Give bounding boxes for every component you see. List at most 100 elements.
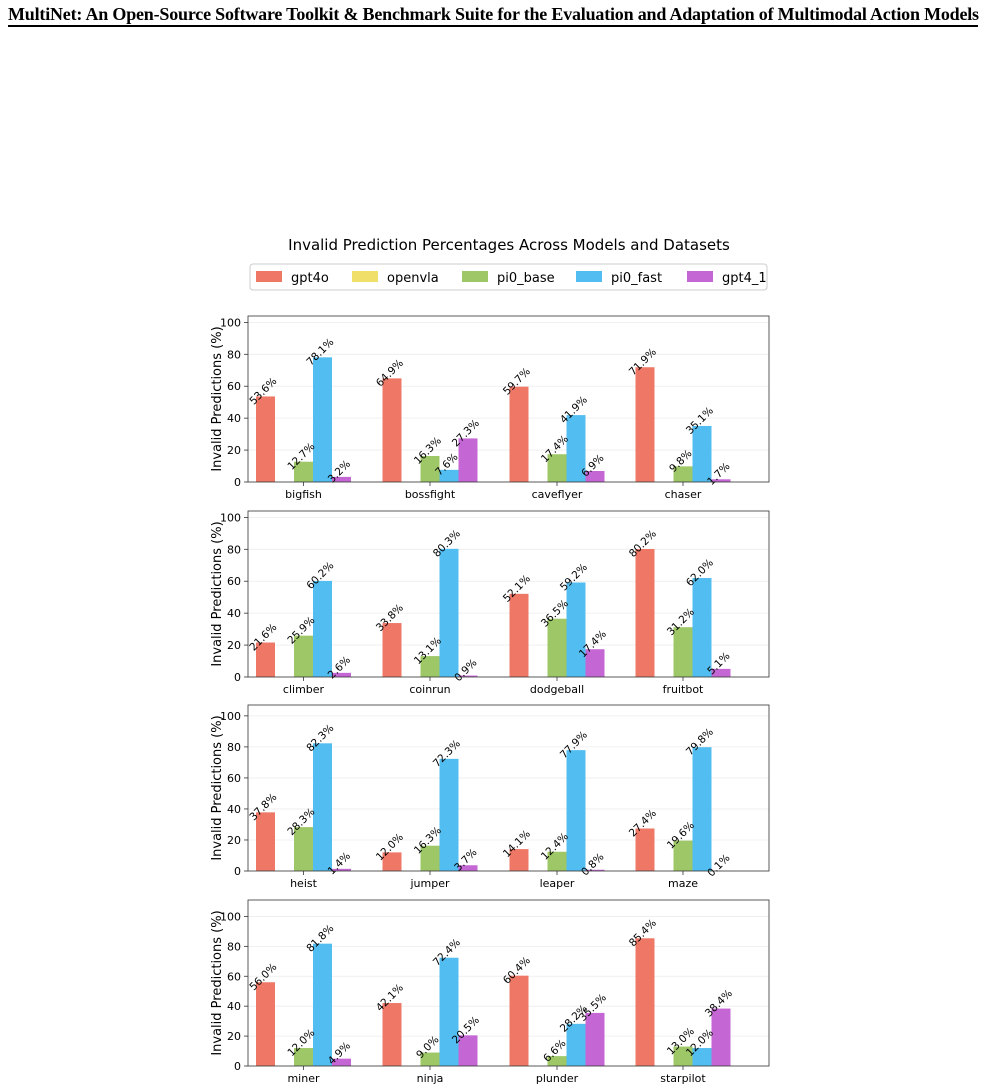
bar-gpt4_1-coinrun (458, 675, 478, 677)
category-label-bigfish: bigfish (285, 488, 322, 501)
bar-gpt4_1-miner (332, 1058, 351, 1066)
y-tick-label: 0 (234, 1060, 241, 1073)
y-tick-label: 100 (220, 910, 241, 923)
bar-gpt4o-bossfight (382, 378, 402, 482)
bar-pi0_base-coinrun (420, 656, 440, 677)
panel-1: 53.6%64.9% 59.7%71.9%12.7% 16.3% 17.4% 9.8%7… (210, 315, 770, 501)
category-label-climber: climber (283, 683, 325, 696)
bar-pi0_base-fruitbot (673, 627, 693, 677)
bar-gpt4_1-climber (332, 672, 351, 677)
bar-gpt4o-chaser (635, 367, 655, 482)
plot-frame (247, 704, 770, 872)
legend-swatch-pi0_fast (576, 271, 602, 282)
bar-pi0_fast-leaper (566, 750, 586, 871)
bar-pi0_base-miner (294, 1048, 313, 1066)
panel-2: 21.6%33.8%52.1%80.2%25.9%13.1%36.5% 31.2%… (210, 510, 770, 696)
bar-gpt4o-fruitbot (635, 548, 655, 677)
bar-pi0_fast-caveflyer (566, 415, 586, 482)
bar-pi0_fast-bigfish (313, 357, 332, 482)
bar-pi0_fast-dodgeball (566, 582, 586, 677)
bar-pi0_fast-starpilot (692, 1048, 712, 1066)
legend-label-gpt4_1: gpt4_1 (722, 271, 767, 286)
category-label-heist: heist (290, 877, 318, 890)
bar-pi0_base-climber (294, 635, 313, 677)
bar-pi0_fast-fruitbot (692, 578, 712, 677)
bar-gpt4_1-jumper (458, 865, 478, 871)
y-tick-label: 20 (227, 639, 241, 652)
bar-gpt4o-maze (635, 828, 655, 871)
legend-label-gpt4o: gpt4o (291, 271, 329, 286)
bar-gpt4o-jumper (382, 852, 402, 871)
category-label-fruitbot: fruitbot (663, 683, 704, 696)
bar-gpt4_1-plunder (585, 1012, 605, 1066)
y-axis-label: Invalid Predictions (%) (210, 521, 225, 666)
category-label-miner: miner (287, 1072, 320, 1085)
bar-pi0_base-heist (294, 827, 313, 871)
bar-gpt4_1-bigfish (332, 476, 351, 482)
bar-gpt4o-heist (256, 812, 275, 871)
bar-gpt4_1-dodgeball (585, 649, 605, 677)
bar-gpt4o-dodgeball (509, 593, 529, 677)
y-tick-label: 100 (220, 316, 241, 329)
category-label-leaper: leaper (540, 877, 575, 890)
bar-gpt4o-coinrun (382, 623, 402, 677)
y-tick-label: 100 (220, 511, 241, 524)
category-label-maze: maze (668, 877, 698, 890)
bar-pi0_base-maze (673, 840, 693, 871)
header-rule (8, 25, 978, 27)
bar-gpt4_1-caveflyer (585, 470, 605, 482)
bar-gpt4o-plunder (509, 975, 529, 1066)
bar-pi0_base-jumper (420, 845, 440, 871)
y-tick-label: 20 (227, 444, 241, 457)
bar-pi0_fast-plunder (566, 1023, 586, 1066)
category-label-ninja: ninja (417, 1072, 444, 1085)
bar-gpt4_1-heist (332, 868, 351, 871)
plot-frame (247, 315, 770, 483)
bar-gpt4o-bigfish (256, 396, 275, 482)
running-header: MultiNet: An Open-Source Software Toolki… (8, 4, 979, 24)
bar-gpt4o-leaper (509, 849, 529, 871)
y-tick-label: 40 (227, 803, 241, 816)
y-tick-label: 80 (227, 741, 241, 754)
y-tick-label: 60 (227, 380, 241, 393)
bar-gpt4_1-ninja (458, 1035, 478, 1066)
bar-gpt4_1-starpilot (711, 1008, 731, 1066)
legend-label-pi0_fast: pi0_fast (611, 271, 662, 286)
y-tick-label: 80 (227, 348, 241, 361)
category-label-bossfight: bossfight (405, 488, 456, 501)
panels: 53.6%64.9% 59.7%71.9%12.7% 16.3% 17.4% 9.8%7… (210, 315, 770, 1085)
y-tick-label: 20 (227, 834, 241, 847)
category-label-chaser: chaser (665, 488, 702, 501)
panel-4: 56.0%42.1%60.4%85.4%12.0% 9.0% 6.6% 13.0%81… (210, 899, 770, 1085)
bar-pi0_fast-bossfight (439, 469, 459, 482)
y-tick-label: 40 (227, 607, 241, 620)
bar-pi0_base-dodgeball (547, 618, 567, 677)
legend-frame (249, 263, 768, 291)
bar-pi0_base-plunder (547, 1056, 567, 1066)
bar-gpt4o-ninja (382, 1003, 402, 1066)
bar-gpt4_1-bossfight (458, 438, 478, 482)
y-tick-label: 0 (234, 476, 241, 489)
category-label-starpilot: starpilot (660, 1072, 706, 1085)
legend-swatch-gpt4_1 (687, 271, 713, 282)
bar-pi0_fast-heist (313, 743, 332, 871)
bar-pi0_base-caveflyer (547, 454, 567, 482)
y-axis-label: Invalid Predictions (%) (210, 326, 225, 471)
plot-frame (247, 510, 770, 678)
panel-3: 37.8%12.0% 14.1%27.4%28.3%16.3% 12.4% 19.6%… (210, 704, 770, 890)
y-tick-label: 80 (227, 940, 241, 953)
category-label-jumper: jumper (409, 877, 449, 890)
bar-pi0_fast-coinrun (439, 548, 459, 677)
category-label-plunder: plunder (536, 1072, 579, 1085)
y-tick-label: 40 (227, 412, 241, 425)
legend-label-openvla: openvla (387, 271, 439, 286)
bar-gpt4o-climber (256, 642, 275, 677)
bar-pi0_base-starpilot (673, 1046, 693, 1066)
legend-swatch-openvla (352, 271, 378, 282)
y-tick-label: 80 (227, 543, 241, 556)
y-tick-label: 100 (220, 710, 241, 723)
bar-pi0_base-leaper (547, 851, 567, 871)
bar-gpt4_1-leaper (585, 869, 605, 871)
bar-pi0_fast-ninja (439, 957, 459, 1066)
